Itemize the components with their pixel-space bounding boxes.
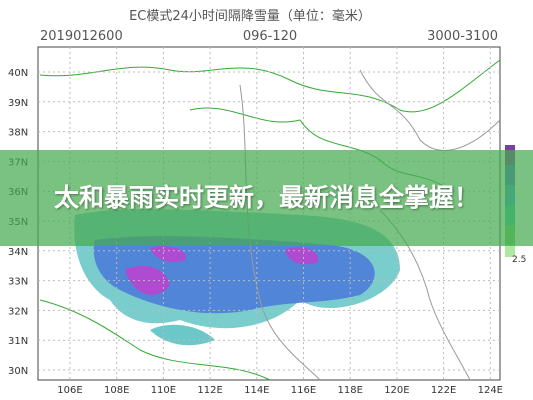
- lat-label: 30N: [8, 366, 28, 377]
- headline: 太和暴雨实时更新，最新消息全掌握！: [53, 183, 479, 212]
- title-banner: 太和暴雨实时更新，最新消息全掌握！: [0, 150, 533, 246]
- lon-label: 122E: [431, 385, 456, 396]
- map-level: 3000-3100: [427, 29, 498, 44]
- lon-label: 118E: [337, 385, 362, 396]
- lon-label: 124E: [478, 385, 503, 396]
- map-date: 2019012600: [40, 29, 123, 44]
- lon-label: 106E: [57, 385, 82, 396]
- color-bar-label: 2.5: [512, 255, 526, 265]
- lat-label: 34N: [8, 247, 28, 258]
- lon-label: 112E: [197, 385, 222, 396]
- map-title: EC模式24小时间隔降雪量（单位：毫米）: [129, 8, 371, 24]
- lon-label: 108E: [104, 385, 129, 396]
- lat-label: 38N: [8, 128, 28, 139]
- lat-label: 31N: [8, 336, 28, 347]
- lat-label: 40N: [8, 68, 28, 79]
- lon-label: 114E: [244, 385, 269, 396]
- lat-label: 39N: [8, 98, 28, 109]
- lon-label: 120E: [384, 385, 409, 396]
- lon-label: 116E: [291, 385, 316, 396]
- lon-label: 110E: [151, 385, 176, 396]
- lat-label: 32N: [8, 306, 28, 317]
- lat-label: 33N: [8, 277, 28, 288]
- map-range: 096-120: [243, 29, 297, 44]
